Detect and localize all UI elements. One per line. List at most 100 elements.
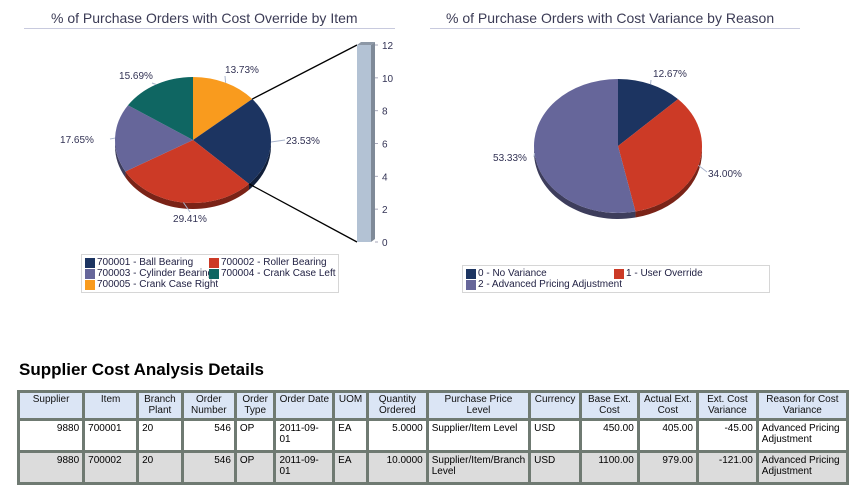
- legend-swatch: [85, 279, 95, 290]
- legend-item: 700001 - Ball Bearing: [85, 257, 193, 268]
- pie-slice: [618, 99, 702, 212]
- pie-slice: [127, 77, 193, 140]
- cell-base-cost: 1100.00: [579, 450, 640, 485]
- cell-reason: Advanced Pricing Adjustment: [755, 450, 849, 485]
- data-label: 15.69%: [119, 71, 153, 82]
- cell-price-level: Supplier/Item Level: [425, 418, 532, 453]
- cell-item: 700002: [82, 450, 140, 485]
- legend-label: 700001 - Ball Bearing: [97, 257, 194, 268]
- axis-tick-label: 12: [382, 41, 394, 52]
- table-row[interactable]: 9880 700001 20 546 OP 2011-09-01 EA 5.00…: [16, 418, 849, 453]
- cell-actual-cost: 405.00: [636, 418, 699, 453]
- column-header[interactable]: Order Date: [273, 390, 336, 421]
- legend-label: 700002 - Roller Bearing: [221, 257, 327, 268]
- legend-swatch: [209, 257, 219, 268]
- cell-item: 700001: [82, 418, 140, 453]
- column-header[interactable]: Order Type: [233, 390, 277, 421]
- axis-tick-label: 4: [382, 172, 388, 183]
- axis-tick-label: 6: [382, 140, 388, 151]
- pie-slice: [193, 99, 271, 184]
- column-header[interactable]: Base Ext. Cost: [579, 390, 640, 421]
- cell-branch-plant: 20: [136, 418, 184, 453]
- pie-slice: [125, 140, 249, 203]
- supplier-cost-table: Supplier Item Branch Plant Order Number …: [16, 390, 849, 485]
- cell-order-number: 546: [180, 418, 237, 453]
- cell-branch-plant: 20: [136, 450, 184, 485]
- legend-swatch: [85, 268, 95, 279]
- pie-slice: [115, 105, 193, 172]
- cell-quantity: 10.0000: [366, 450, 429, 485]
- cell-order-type: OP: [233, 418, 277, 453]
- breakout-line-top: [251, 44, 358, 100]
- axis-tick-label: 2: [382, 205, 388, 216]
- cell-order-number: 546: [180, 450, 237, 485]
- leader-line: [109, 137, 116, 140]
- column-header[interactable]: UOM: [332, 390, 370, 421]
- section-title: Supplier Cost Analysis Details: [19, 360, 264, 379]
- pie-slice-side: [635, 146, 702, 218]
- legend-item: 700002 - Roller Bearing: [209, 257, 327, 268]
- cell-currency: USD: [528, 450, 583, 485]
- legend-item: 700003 - Cylinder Bearing: [85, 268, 213, 279]
- column-header[interactable]: Reason for Cost Variance: [755, 390, 849, 421]
- cell-supplier: 9880: [16, 450, 86, 485]
- leader-line: [151, 82, 157, 85]
- data-label: 29.41%: [173, 214, 207, 225]
- table-row[interactable]: 9880 700002 20 546 OP 2011-09-01 EA 10.0…: [16, 450, 849, 485]
- legend-label: 2 - Advanced Pricing Adjustment: [478, 279, 622, 290]
- leader-line: [270, 139, 286, 143]
- legend-item: 0 - No Variance: [466, 268, 547, 279]
- axis-tick-label: 0: [382, 238, 388, 249]
- column-header[interactable]: Currency: [528, 390, 583, 421]
- column-header[interactable]: Item: [82, 390, 140, 421]
- cell-actual-cost: 979.00: [636, 450, 699, 485]
- cell-cost-variance: -45.00: [695, 418, 759, 453]
- cell-reason: Advanced Pricing Adjustment: [755, 418, 849, 453]
- legend-swatch: [466, 279, 476, 290]
- cell-order-type: OP: [233, 450, 277, 485]
- chart-title-cost-override: % of Purchase Orders with Cost Override …: [51, 10, 358, 26]
- data-label: 53.33%: [493, 153, 527, 164]
- leader-line: [224, 75, 227, 83]
- pie-slice: [534, 79, 636, 213]
- leader-line: [698, 164, 708, 173]
- legend-label: 700004 - Crank Case Left: [221, 268, 336, 279]
- column-header[interactable]: Order Number: [180, 390, 237, 421]
- pie-slice-side: [125, 171, 249, 210]
- breakout-bar-top: [357, 42, 375, 45]
- column-header[interactable]: Ext. Cost Variance: [695, 390, 759, 421]
- cell-order-date: 2011-09-01: [273, 450, 336, 485]
- legend-swatch: [466, 268, 476, 279]
- title-divider: [24, 28, 395, 29]
- legend-swatch: [85, 257, 95, 268]
- data-label: 12.67%: [653, 69, 687, 80]
- pie-charts: 13.73% 23.53% 29.41% 17.65% 15.69% 0 2 4 6 8 10 12 1…: [60, 41, 742, 249]
- cell-base-cost: 450.00: [579, 418, 640, 453]
- pie-slice: [618, 79, 679, 146]
- legend-label: 700003 - Cylinder Bearing: [97, 268, 214, 279]
- data-label: 23.53%: [286, 136, 320, 147]
- legend-label: 1 - User Override: [626, 268, 703, 279]
- axis-tick-label: 8: [382, 107, 388, 118]
- title-divider: [430, 28, 800, 29]
- column-header[interactable]: Branch Plant: [136, 390, 184, 421]
- legend-item: 700005 - Crank Case Right: [85, 279, 218, 290]
- cell-currency: USD: [528, 418, 583, 453]
- cell-cost-variance: -121.00: [695, 450, 759, 485]
- pie-slice: [193, 77, 253, 140]
- cell-supplier: 9880: [16, 418, 86, 453]
- leader-line: [183, 202, 191, 213]
- column-header[interactable]: Quantity Ordered: [366, 390, 429, 421]
- breakout-bar: [357, 45, 371, 242]
- column-header[interactable]: Actual Ext. Cost: [636, 390, 699, 421]
- legend-item: 1 - User Override: [614, 268, 703, 279]
- column-header[interactable]: Supplier: [16, 390, 86, 421]
- chart-title-cost-variance: % of Purchase Orders with Cost Variance …: [446, 10, 775, 26]
- breakout-line-bottom: [248, 183, 358, 243]
- breakout-bar-side: [371, 42, 375, 242]
- cell-order-date: 2011-09-01: [273, 418, 336, 453]
- column-header[interactable]: Purchase Price Level: [425, 390, 532, 421]
- cell-quantity: 5.0000: [366, 418, 429, 453]
- legend-swatch: [614, 268, 624, 279]
- cell-uom: EA: [332, 450, 370, 485]
